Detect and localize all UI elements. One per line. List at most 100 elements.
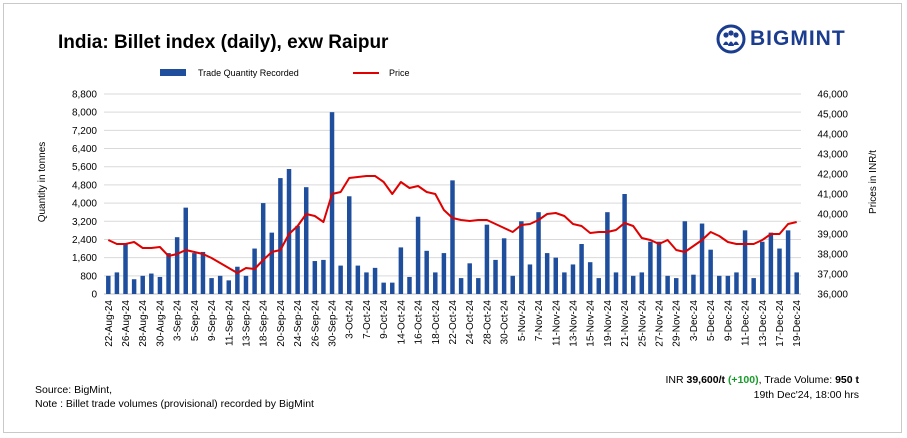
x-tick-label: 21-Nov-24 — [620, 300, 631, 347]
volume-label: , Trade Volume: — [758, 374, 836, 386]
price-line — [107, 175, 797, 274]
bar — [699, 223, 705, 294]
bar — [682, 221, 688, 294]
bar — [691, 274, 696, 294]
bar — [433, 272, 438, 294]
x-tick-label: 24-Sep-24 — [293, 300, 304, 347]
bar — [157, 276, 163, 294]
price-prefix: INR — [665, 374, 687, 386]
bar — [562, 272, 567, 294]
volume-value: 950 t — [835, 374, 859, 386]
bar — [510, 275, 515, 294]
bar — [622, 194, 627, 294]
timestamp: 19th Dec'24, 18:00 hrs — [753, 389, 859, 401]
bar — [493, 259, 498, 294]
x-tick-label: 18-Oct-24 — [431, 300, 442, 345]
bar — [235, 266, 240, 294]
left-tick-label: 2,400 — [72, 235, 97, 246]
x-tick-label: 28-Aug-24 — [138, 300, 149, 347]
bar — [106, 275, 111, 294]
x-tick-label: 30-Aug-24 — [155, 300, 166, 347]
bar — [149, 273, 154, 294]
right-tick-label: 43,000 — [817, 150, 848, 161]
legend-bar-swatch — [160, 69, 186, 76]
bar — [174, 237, 180, 294]
bar — [398, 247, 404, 294]
x-tick-label: 22-Aug-24 — [104, 300, 115, 347]
bar — [734, 272, 739, 294]
x-tick-label: 13-Sep-24 — [241, 300, 252, 347]
x-tick-label: 25-Nov-24 — [637, 300, 648, 347]
x-tick-label: 13-Nov-24 — [568, 300, 579, 347]
people-globe-icon — [716, 24, 746, 54]
price-series — [107, 175, 797, 274]
right-axis-label: Prices in INR/t — [868, 150, 879, 214]
x-tick-label: 19-Dec-24 — [792, 300, 803, 347]
bar — [484, 224, 490, 294]
right-tick-label: 42,000 — [817, 170, 848, 181]
note-text: Note : Billet trade volumes (provisional… — [35, 398, 314, 410]
bar — [295, 225, 300, 294]
footer-notes: Source: BigMint, Note : Billet trade vol… — [35, 383, 314, 411]
legend-bar-label: Trade Quantity Recorded — [198, 68, 299, 78]
bar — [527, 264, 533, 294]
bar — [639, 272, 645, 294]
bar — [717, 275, 722, 294]
x-tick-label: 14-Oct-24 — [396, 300, 407, 345]
bar — [200, 251, 206, 294]
x-tick-label: 29-Nov-24 — [672, 300, 683, 347]
x-tick-label: 18-Sep-24 — [259, 300, 270, 347]
x-tick-label: 7-Nov-24 — [534, 300, 545, 342]
x-tick-label: 19-Nov-24 — [603, 300, 614, 347]
bar — [441, 253, 447, 294]
x-tick-label: 24-Oct-24 — [465, 300, 476, 345]
bar — [725, 275, 731, 294]
x-tick-label: 5-Nov-24 — [517, 300, 528, 342]
price-value: 39,600/t — [686, 374, 726, 386]
legend-line-label: Price — [389, 68, 410, 78]
left-tick-label: 8,000 — [72, 108, 97, 119]
bar — [390, 282, 395, 294]
left-tick-label: 1,600 — [72, 253, 97, 264]
bar — [364, 272, 369, 294]
bar — [777, 248, 782, 294]
x-tick-label: 13-Dec-24 — [758, 300, 769, 347]
bar — [553, 257, 558, 294]
x-tick-label: 28-Oct-24 — [482, 300, 493, 345]
right-tick-label: 38,000 — [817, 250, 848, 261]
bar — [338, 265, 343, 294]
bar — [217, 275, 223, 294]
bar — [329, 112, 335, 294]
bar — [140, 275, 145, 294]
x-tick-label: 5-Sep-24 — [190, 300, 201, 342]
bar — [450, 180, 455, 294]
left-tick-label: 800 — [80, 271, 97, 282]
bar — [476, 278, 481, 294]
right-tick-label: 36,000 — [817, 290, 848, 301]
x-tick-label: 9-Dec-24 — [723, 300, 734, 342]
footer-price-summary: INR 39,600/t (+100), Trade Volume: 950 t… — [665, 373, 859, 403]
x-axis-ticks: 22-Aug-24 26-Aug-24 28-Aug-24 30-Aug-24 3-Se… — [104, 300, 803, 347]
right-tick-label: 44,000 — [817, 130, 848, 141]
bar — [605, 212, 610, 294]
right-tick-label: 45,000 — [817, 110, 848, 121]
bar — [166, 253, 171, 294]
right-tick-label: 40,000 — [817, 210, 848, 221]
left-tick-label: 3,200 — [72, 217, 97, 228]
bar — [501, 238, 507, 294]
right-tick-label: 39,000 — [817, 230, 848, 241]
chart-title: India: Billet index (daily), exw Raipur — [58, 32, 389, 53]
x-tick-label: 26-Sep-24 — [310, 300, 321, 347]
bar — [114, 272, 120, 294]
right-tick-label: 37,000 — [817, 270, 848, 281]
bar — [665, 275, 670, 294]
bar — [751, 278, 756, 294]
bar — [260, 203, 266, 294]
x-tick-label: 11-Dec-24 — [741, 300, 752, 346]
bar — [708, 249, 713, 294]
x-tick-label: 11-Sep-24 — [224, 300, 235, 346]
left-axis-ticks: 0 800 1,600 2,400 3,200 4,000 4,800 5,600 6,400 7… — [72, 90, 97, 301]
bar — [243, 275, 249, 294]
bar — [519, 221, 524, 294]
x-tick-label: 16-Oct-24 — [414, 300, 425, 345]
